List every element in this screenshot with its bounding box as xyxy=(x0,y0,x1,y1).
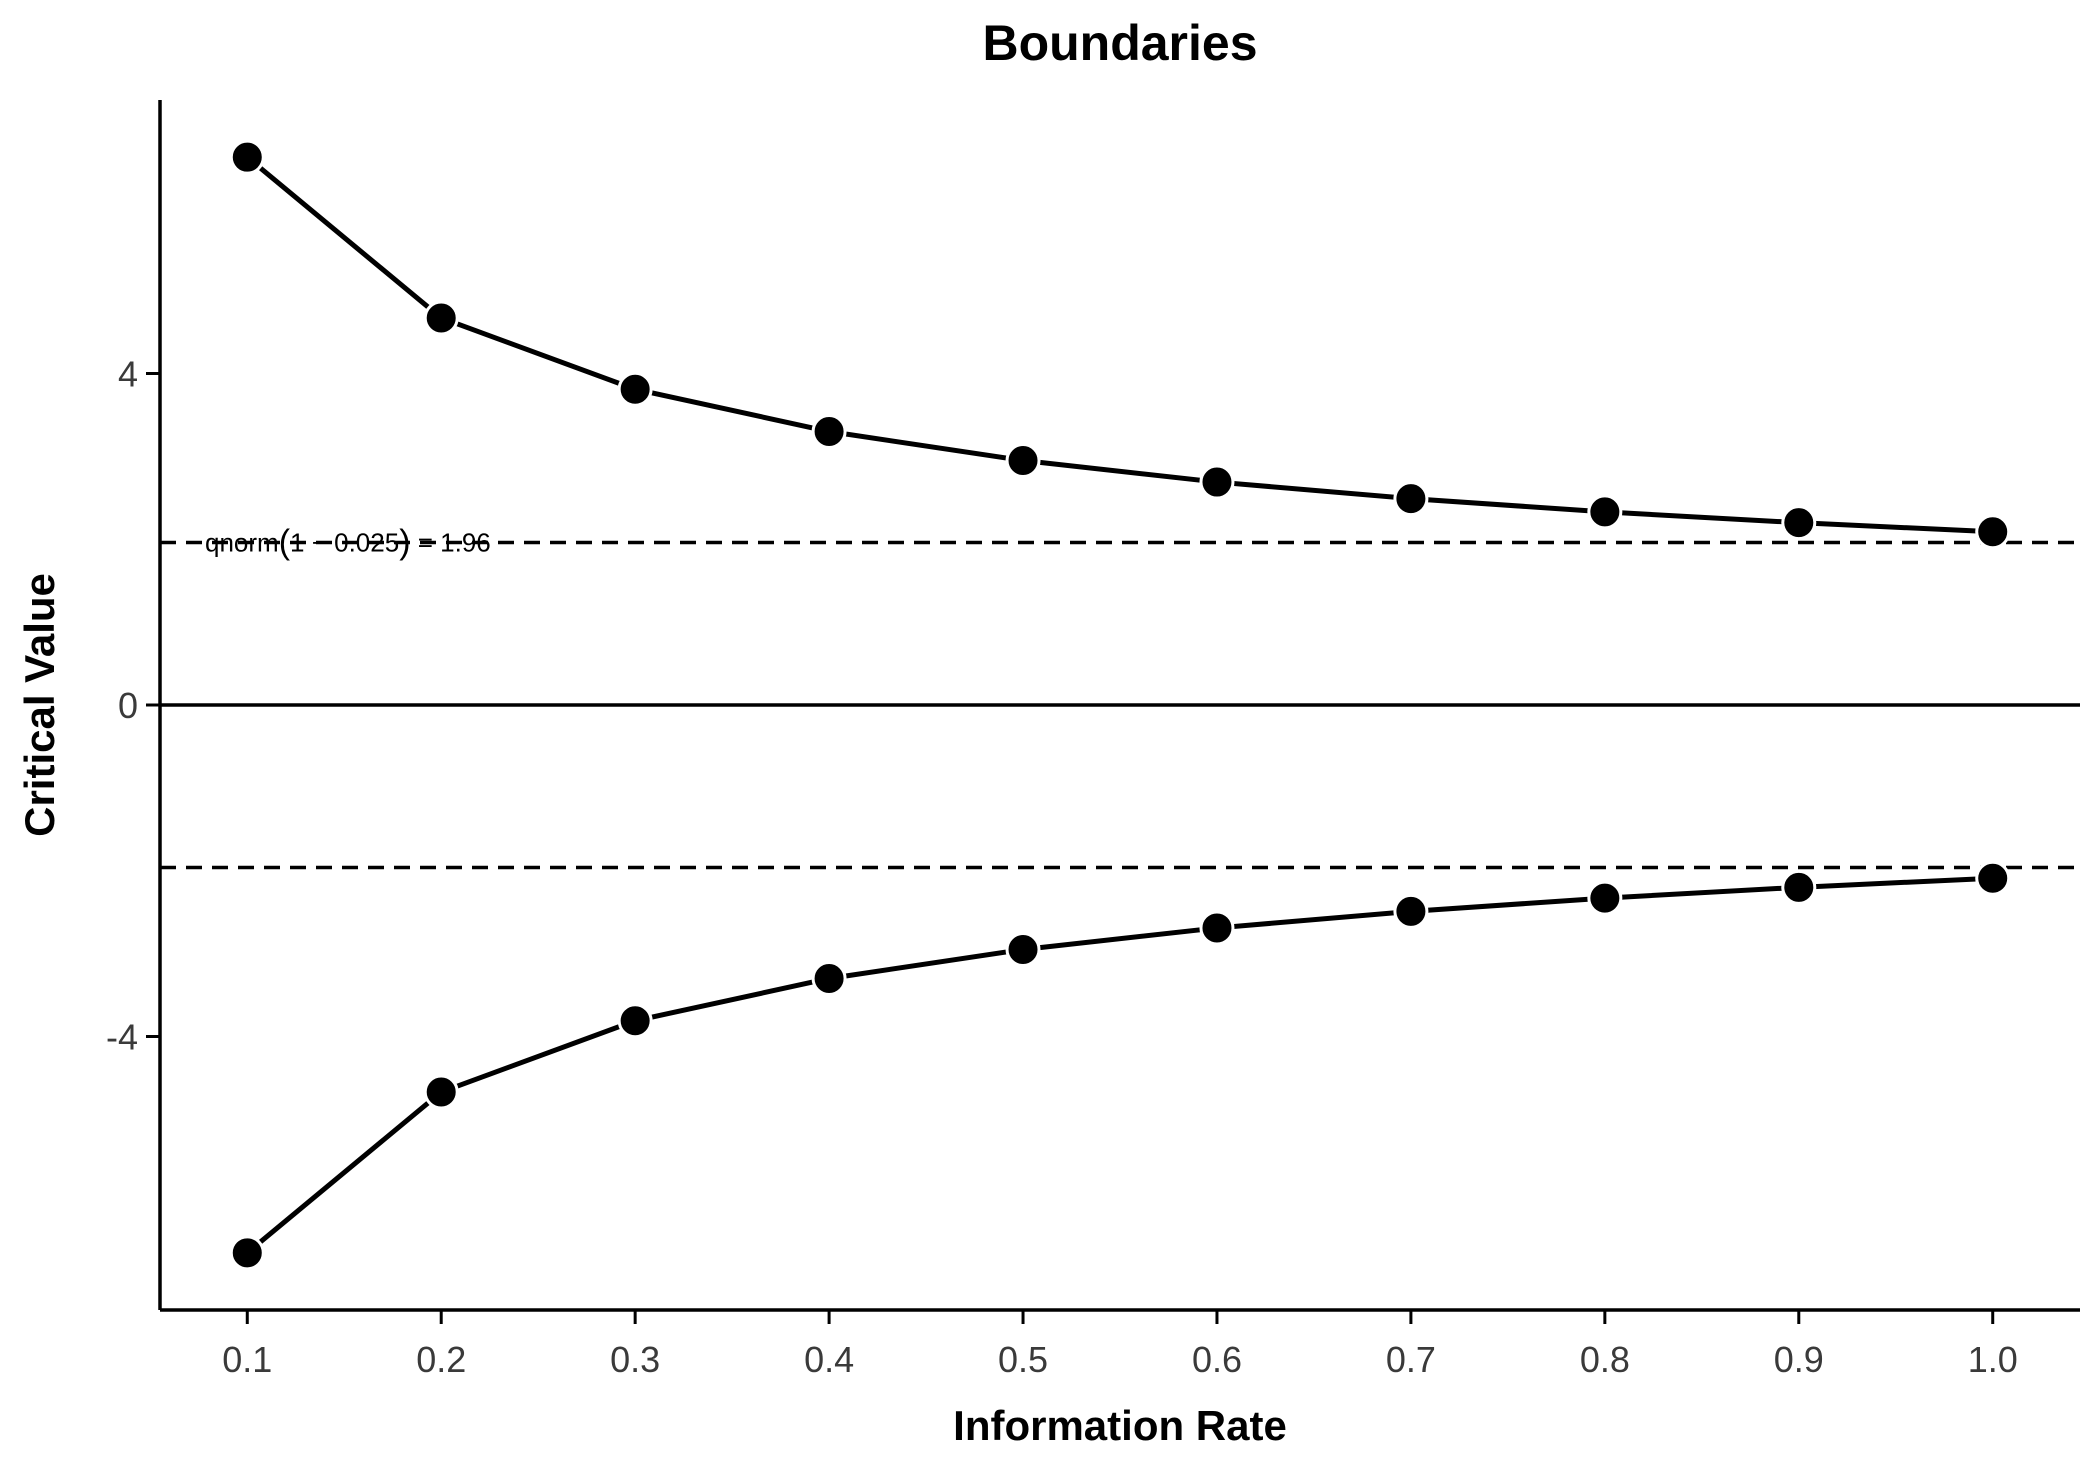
annotation-suffix: = 1.96 xyxy=(411,528,491,558)
y-tick-label-2: 4 xyxy=(118,353,138,394)
series-1-point-1 xyxy=(423,1074,459,1110)
series-0-point-3 xyxy=(811,414,847,450)
x-tick-label-0: 0.1 xyxy=(222,1339,272,1380)
series-0-line xyxy=(245,155,1993,535)
series-layer xyxy=(229,139,2011,1271)
series-0-point-9 xyxy=(1975,514,2011,550)
series-0-point-8 xyxy=(1781,505,1817,541)
y-axis-title: Critical Value xyxy=(16,573,63,837)
series-1-line xyxy=(245,875,1993,1255)
x-tick-label-2: 0.3 xyxy=(610,1339,660,1380)
x-tick-label-6: 0.7 xyxy=(1386,1339,1436,1380)
annotation-paren-open: ( xyxy=(279,524,291,562)
ref-lines-layer xyxy=(160,540,2080,870)
y-tick-label-1: 0 xyxy=(118,685,138,726)
annotation-paren-close: ) xyxy=(399,524,410,562)
series-1-point-9 xyxy=(1975,860,2011,896)
series-0-point-7 xyxy=(1587,494,1623,530)
series-1-point-3 xyxy=(811,960,847,996)
series-0-point-5 xyxy=(1199,464,1235,500)
x-axis-title: Information Rate xyxy=(953,1402,1287,1449)
series-1-point-6 xyxy=(1393,893,1429,929)
y-axis: -4 0 4 xyxy=(106,100,162,1310)
qnorm-annotation: qnorm(1 − 0.025) = 1.96 xyxy=(205,524,491,562)
series-0-point-1 xyxy=(423,300,459,336)
x-tick-label-5: 0.6 xyxy=(1192,1339,1242,1380)
series-0-point-0 xyxy=(229,139,265,175)
x-tick-label-3: 0.4 xyxy=(804,1339,854,1380)
x-tick-label-4: 0.5 xyxy=(998,1339,1048,1380)
series-0-point-2 xyxy=(617,371,653,407)
series-1-point-4 xyxy=(1005,931,1041,967)
annotation-inner: 1 − 0.025 xyxy=(290,528,399,558)
series-1-point-2 xyxy=(617,1003,653,1039)
x-tick-label-9: 1.0 xyxy=(1968,1339,2018,1380)
x-tick-label-8: 0.9 xyxy=(1774,1339,1824,1380)
series-1-point-0 xyxy=(229,1235,265,1271)
series-0-point-4 xyxy=(1005,443,1041,479)
x-tick-label-7: 0.8 xyxy=(1580,1339,1630,1380)
series-1-point-5 xyxy=(1199,910,1235,946)
x-axis: 0.1 0.2 0.3 0.4 0.5 0.6 0.7 0.8 0.9 1.0 xyxy=(160,1308,2080,1380)
series-1-point-8 xyxy=(1781,869,1817,905)
y-tick-label-0: -4 xyxy=(106,1017,138,1058)
series-0-point-6 xyxy=(1393,481,1429,517)
x-tick-label-1: 0.2 xyxy=(416,1339,466,1380)
series-1-point-7 xyxy=(1587,880,1623,916)
annotation-prefix: qnorm xyxy=(205,528,279,558)
chart-title: Boundaries xyxy=(982,15,1257,71)
